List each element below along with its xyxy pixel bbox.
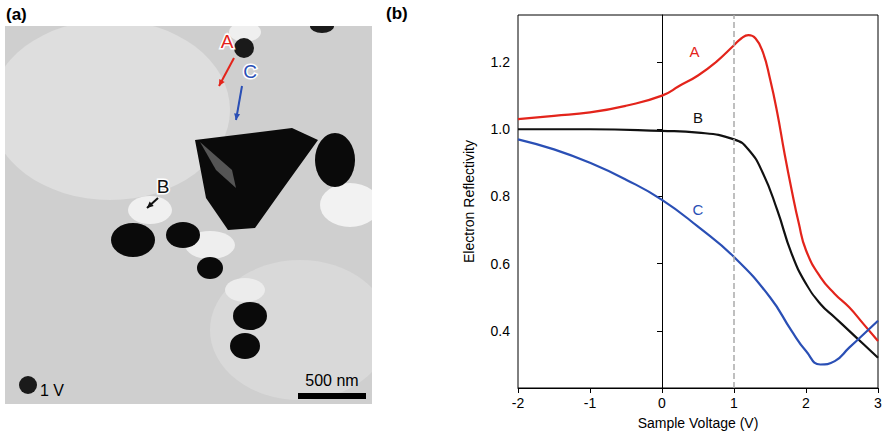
svg-text:0: 0 (658, 395, 666, 411)
svg-text:B: B (693, 109, 703, 126)
svg-text:1.0: 1.0 (491, 121, 511, 137)
svg-text:0.6: 0.6 (491, 256, 511, 272)
svg-text:2: 2 (802, 395, 810, 411)
svg-text:500 nm: 500 nm (305, 372, 358, 389)
svg-text:A: A (221, 31, 234, 52)
svg-text:C: C (243, 61, 257, 82)
svg-text:1 V: 1 V (40, 382, 64, 399)
svg-text:0.8: 0.8 (491, 188, 511, 204)
svg-text:0.4: 0.4 (491, 323, 511, 339)
svg-text:Sample Voltage (V): Sample Voltage (V) (638, 415, 759, 431)
svg-text:-2: -2 (512, 395, 525, 411)
svg-text:Electron Reflectivity: Electron Reflectivity (461, 140, 477, 263)
svg-text:1: 1 (730, 395, 738, 411)
svg-text:3: 3 (874, 395, 882, 411)
svg-text:C: C (693, 201, 704, 218)
svg-text:A: A (689, 43, 699, 60)
svg-text:B: B (157, 176, 170, 197)
svg-text:1.2: 1.2 (491, 54, 511, 70)
html-text:(b): (b) (386, 4, 408, 23)
svg-text:-1: -1 (584, 395, 597, 411)
svg-text:(a): (a) (6, 5, 27, 24)
